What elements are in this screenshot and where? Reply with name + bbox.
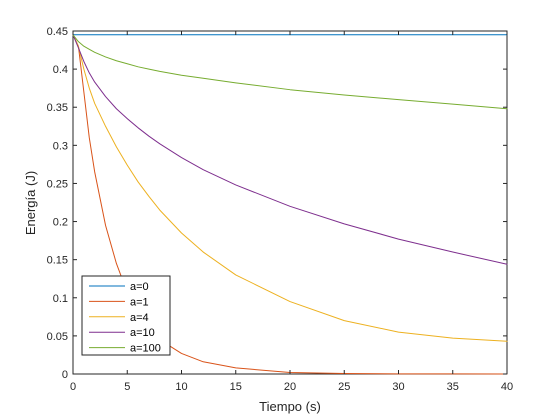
y-tick-label: 0.1 xyxy=(53,293,68,305)
series-line-3 xyxy=(72,34,508,265)
legend-label-0: a=0 xyxy=(130,281,149,293)
legend-box xyxy=(81,275,171,356)
ticks-layer: 0 5 10 15 20 25 30 35 40 0 0.05 0.1 0.15 0.2 0.25 0.3 0.… xyxy=(47,26,514,393)
y-tick-label: 0.05 xyxy=(47,331,68,343)
x-tick-label: 25 xyxy=(338,381,350,393)
y-tick-label: 0.15 xyxy=(47,255,68,267)
series-line-4 xyxy=(72,34,508,110)
legend-label-4: a=100 xyxy=(130,343,161,355)
legend-label-2: a=4 xyxy=(130,312,149,324)
y-tick-label: 0.2 xyxy=(53,217,68,229)
x-tick-label: 35 xyxy=(447,381,459,393)
y-tick-label: 0 xyxy=(62,369,68,381)
x-tick-label: 10 xyxy=(175,381,187,393)
legend-label-3: a=10 xyxy=(130,327,155,339)
x-axis-title: Tiempo (s) xyxy=(259,399,321,414)
x-tick-label: 20 xyxy=(284,381,296,393)
x-tick-label: 5 xyxy=(124,381,130,393)
x-tick-label: 40 xyxy=(501,381,513,393)
legend-label-1: a=1 xyxy=(130,296,149,308)
y-axis-title: Energía (J) xyxy=(23,171,38,235)
y-tick-label: 0.4 xyxy=(53,64,68,76)
x-tick-label: 15 xyxy=(230,381,242,393)
legend: a=0 a=1 a=4 a=10 a=100 xyxy=(81,275,171,356)
y-tick-label: 0.3 xyxy=(53,140,68,152)
y-tick-label: 0.35 xyxy=(47,102,68,114)
series-line-2 xyxy=(72,34,508,342)
x-tick-label: 0 xyxy=(70,381,76,393)
y-tick-label: 0.45 xyxy=(47,26,68,38)
y-tick-label: 0.25 xyxy=(47,178,68,190)
x-tick-label: 30 xyxy=(392,381,404,393)
